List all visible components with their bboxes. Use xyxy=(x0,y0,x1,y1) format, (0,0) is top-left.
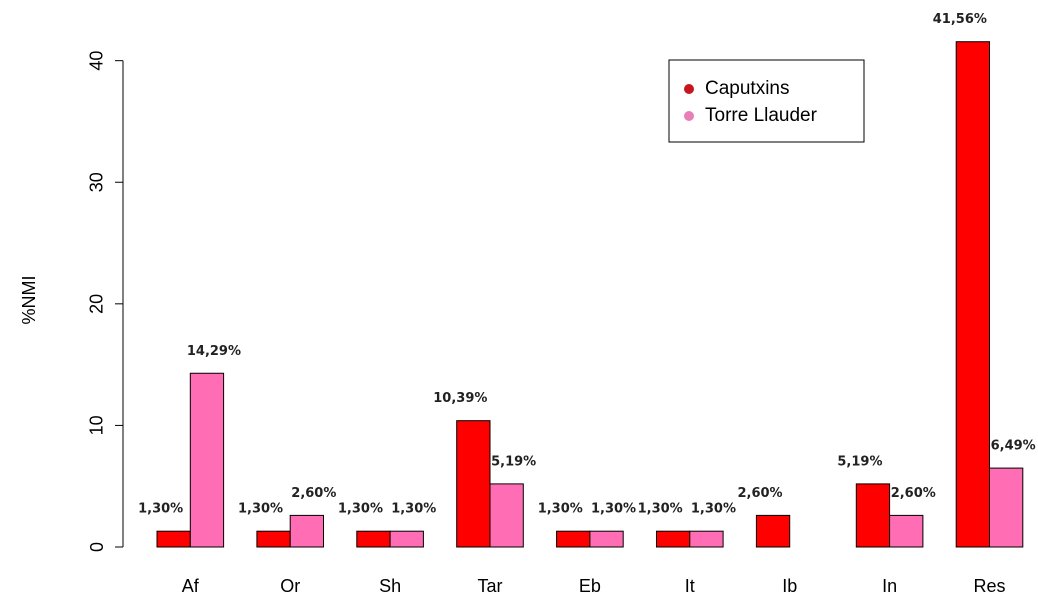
value-label: 1,30% xyxy=(338,502,383,517)
value-label: 2,60% xyxy=(891,486,936,501)
y-tick-label: 0 xyxy=(87,542,107,552)
bar xyxy=(855,483,891,548)
y-tick-label: 30 xyxy=(87,172,107,192)
value-label: 1,30% xyxy=(591,502,636,517)
legend-marker xyxy=(684,84,694,94)
bar xyxy=(955,41,991,548)
x-tick-label: Ib xyxy=(782,576,797,596)
value-label: 1,30% xyxy=(391,502,436,517)
y-tick-label: 10 xyxy=(87,415,107,435)
value-label: 5,19% xyxy=(491,454,536,469)
value-label: 10,39% xyxy=(433,391,487,406)
value-label: 1,30% xyxy=(691,502,736,517)
y-tick-label: 40 xyxy=(87,51,107,71)
x-tick-label: Eb xyxy=(579,576,601,596)
value-label: 41,56% xyxy=(933,12,987,27)
bar xyxy=(689,530,724,548)
x-tick-label: Tar xyxy=(477,576,502,596)
bar xyxy=(489,483,524,548)
bar xyxy=(589,530,624,548)
bar xyxy=(656,530,691,548)
value-label: 1,30% xyxy=(138,502,183,517)
legend-label: Torre Llauder xyxy=(705,105,818,126)
value-label: 6,49% xyxy=(991,439,1036,454)
bar xyxy=(289,514,325,548)
x-tick-label: Res xyxy=(973,576,1005,596)
value-label: 5,19% xyxy=(837,454,882,469)
y-axis-label: %NMI xyxy=(19,276,39,325)
value-label: 2,60% xyxy=(737,486,782,501)
legend-marker xyxy=(684,111,694,121)
value-label: 1,30% xyxy=(638,502,683,517)
bar xyxy=(755,514,791,548)
bar xyxy=(356,530,391,548)
value-label: 1,30% xyxy=(238,502,283,517)
bar xyxy=(989,467,1024,548)
legend-box xyxy=(668,59,865,143)
value-label: 2,60% xyxy=(291,486,336,501)
bar xyxy=(256,530,291,548)
legend-label: Caputxins xyxy=(705,78,790,99)
value-label: 1,30% xyxy=(538,502,583,517)
x-tick-label: In xyxy=(882,576,897,596)
x-tick-label: Sh xyxy=(379,576,401,596)
bar xyxy=(889,514,924,548)
x-tick-label: Or xyxy=(280,576,300,596)
bar xyxy=(156,530,191,548)
y-tick-label: 20 xyxy=(87,294,107,314)
value-label: 14,29% xyxy=(187,344,241,359)
bar xyxy=(189,372,225,548)
bar xyxy=(456,420,491,548)
x-tick-label: Af xyxy=(182,576,200,596)
bar xyxy=(556,530,591,548)
bar xyxy=(389,530,424,548)
x-tick-label: It xyxy=(685,576,695,596)
